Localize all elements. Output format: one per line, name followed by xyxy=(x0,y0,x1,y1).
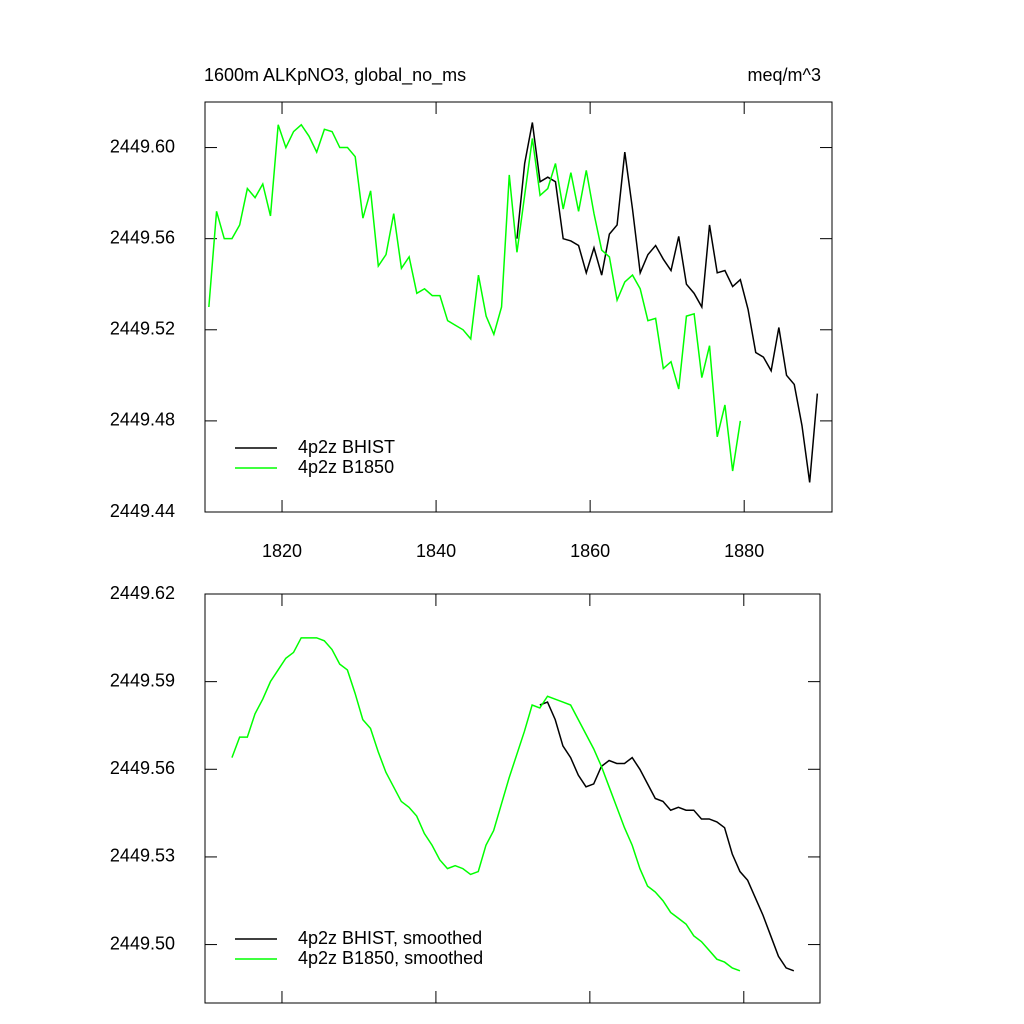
y-tick-label: 2449.44 xyxy=(110,501,175,521)
y-tick-label: 2449.60 xyxy=(110,136,175,156)
legend-label: 4p2z BHIST xyxy=(298,437,395,457)
legend-label: 4p2z B1850 xyxy=(298,457,394,477)
legend-label: 4p2z BHIST, smoothed xyxy=(298,928,482,948)
x-tick-label: 1880 xyxy=(724,541,764,561)
series-line xyxy=(516,122,819,483)
y-tick-label: 2449.53 xyxy=(110,846,175,866)
y-tick-label: 2449.62 xyxy=(110,583,175,603)
series-line xyxy=(208,123,742,472)
y-tick-label: 2449.59 xyxy=(110,670,175,690)
x-tick-label: 1820 xyxy=(262,541,302,561)
y-tick-label: 2449.50 xyxy=(110,933,175,953)
x-tick-label: 1840 xyxy=(416,541,456,561)
plot-frame xyxy=(204,593,821,1004)
legend-label: 4p2z B1850, smoothed xyxy=(298,948,483,968)
x-tick-label: 1860 xyxy=(570,541,610,561)
series-line xyxy=(231,637,741,972)
chart-title: 1600m ALKpNO3, global_no_ms xyxy=(204,65,466,86)
series-line xyxy=(539,701,795,972)
plot-frame xyxy=(204,101,833,513)
y-tick-label: 2449.48 xyxy=(110,410,175,430)
y-tick-label: 2449.52 xyxy=(110,319,175,339)
y-tick-label: 2449.56 xyxy=(110,227,175,247)
units-label: meq/m^3 xyxy=(748,65,821,85)
y-tick-label: 2449.56 xyxy=(110,758,175,778)
